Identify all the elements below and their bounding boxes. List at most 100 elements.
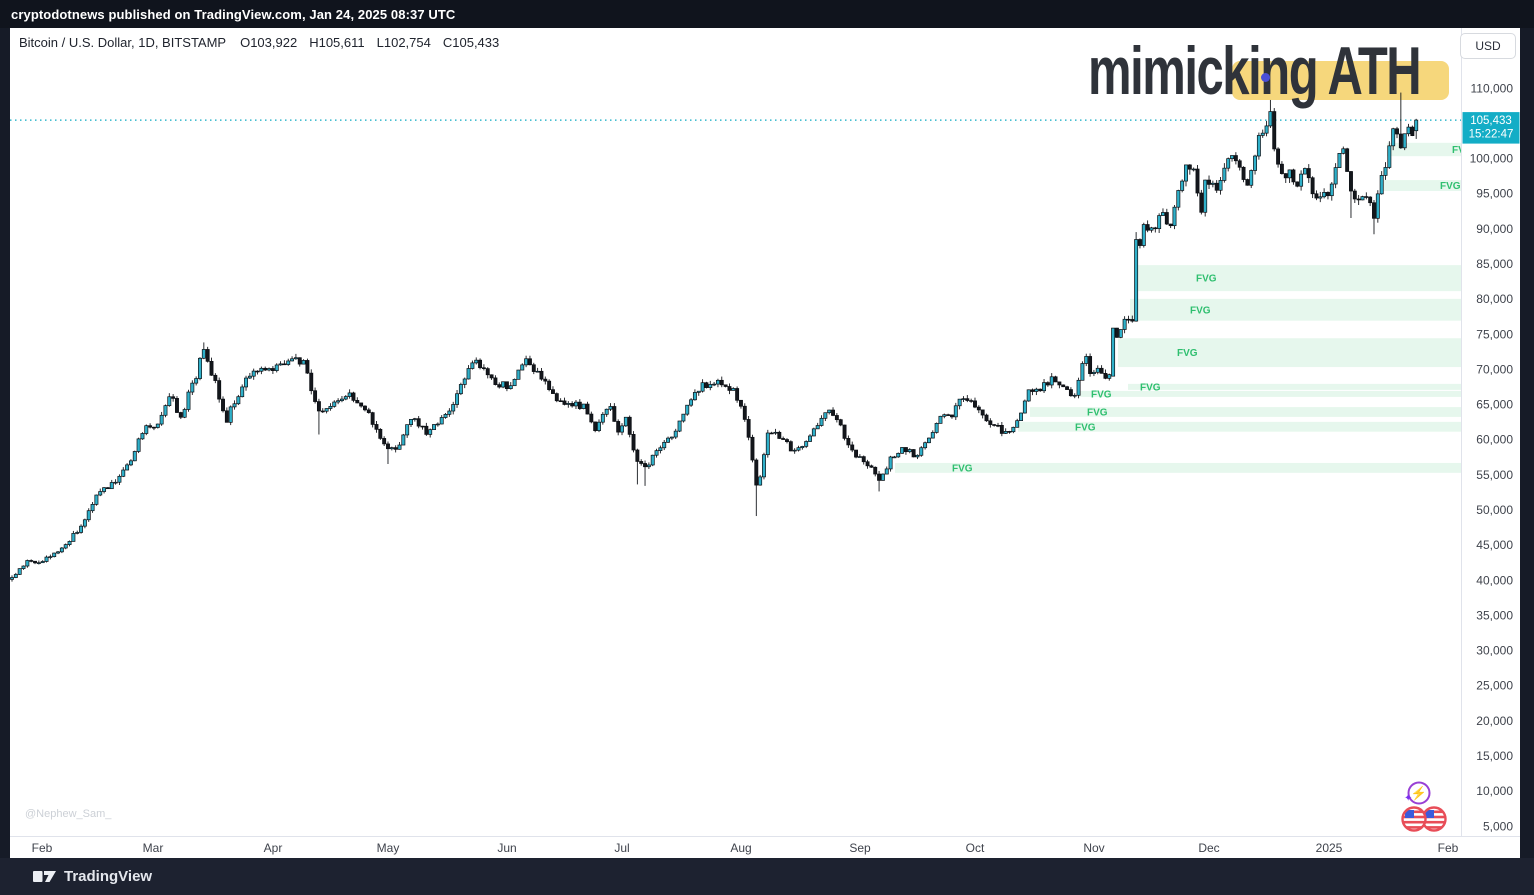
candle: [56, 551, 60, 554]
candle: [1318, 196, 1323, 199]
candle: [282, 363, 287, 366]
candle: [316, 401, 321, 412]
candle: [796, 447, 801, 451]
candle: [474, 359, 479, 364]
candle: [1157, 215, 1162, 230]
price-tick-label: 50,000: [1476, 503, 1513, 517]
candle: [466, 368, 471, 380]
candle: [1007, 431, 1012, 433]
candle: [1345, 148, 1350, 172]
candle: [754, 459, 759, 486]
price-tick-label: 30,000: [1476, 644, 1513, 658]
candle: [689, 399, 694, 406]
candle: [888, 456, 893, 470]
time-tick-label: Jun: [497, 841, 516, 855]
candle: [1126, 318, 1131, 321]
candle: [692, 392, 697, 401]
candle: [842, 424, 847, 439]
candle: [263, 367, 268, 371]
candle: [221, 398, 225, 412]
time-tick-label: Feb: [1438, 841, 1459, 855]
candle: [1011, 426, 1016, 433]
candle: [52, 552, 57, 558]
candle: [669, 436, 674, 439]
fvg-zone: [1128, 383, 1461, 390]
candle: [1065, 386, 1070, 390]
candle: [1030, 389, 1035, 392]
candle: [501, 381, 506, 388]
candle: [785, 439, 789, 442]
price-tick-label: 90,000: [1476, 222, 1513, 236]
candle: [1168, 223, 1173, 227]
lightning-emoji-icon: ⚡ ✦: [1404, 781, 1431, 805]
candle: [171, 396, 176, 399]
candle: [792, 449, 797, 452]
candle: [286, 360, 291, 365]
candle: [1134, 239, 1139, 322]
candle: [393, 447, 398, 450]
tradingview-logo[interactable]: TradingView: [33, 868, 152, 886]
candle: [973, 400, 977, 408]
candle: [247, 375, 252, 379]
time-tick-label: Aug: [730, 841, 751, 855]
price-axis[interactable]: 110,000 100,000 95,000 90,000 85,000 80,000 75…: [1470, 81, 1514, 833]
candle: [347, 392, 352, 397]
candle: [355, 400, 360, 404]
candle: [723, 384, 728, 387]
candle: [1326, 192, 1330, 197]
price-tick-label: 55,000: [1476, 468, 1513, 482]
candle: [251, 370, 256, 377]
candle: [834, 415, 839, 421]
candle: [1279, 163, 1284, 174]
candle: [585, 403, 590, 415]
candle: [1287, 169, 1292, 179]
candle: [228, 406, 233, 423]
candle: [623, 416, 628, 427]
idea-title: mimicking ATH: [1088, 33, 1422, 109]
candle: [343, 396, 348, 400]
candle: [1049, 376, 1054, 386]
candle: [620, 425, 624, 433]
candle: [504, 381, 509, 389]
candle: [531, 364, 536, 372]
candle: [198, 357, 202, 379]
candle: [907, 449, 912, 453]
currency-toggle-button[interactable]: USD: [1460, 33, 1516, 59]
price-chart[interactable]: FVG FVG FVG FVG FVG FVG FVG FVG FVG FVG 110,000 10…: [10, 28, 1520, 858]
candle: [750, 436, 755, 461]
candle: [1352, 190, 1357, 200]
candle: [612, 406, 617, 422]
candle: [708, 384, 713, 388]
candle: [1161, 212, 1165, 216]
fvg-zone: [1018, 421, 1461, 432]
candle: [274, 364, 279, 371]
candle: [332, 401, 337, 407]
time-tick-label: 2025: [1316, 841, 1343, 855]
candle: [1356, 198, 1361, 201]
candle: [884, 468, 889, 475]
candle: [1226, 158, 1231, 169]
candle: [213, 374, 218, 381]
time-axis[interactable]: Feb Mar Apr May Jun Jul Aug Sep Oct Nov Dec 2025 Feb: [32, 841, 1459, 855]
fvg-label: FVG: [1177, 348, 1198, 359]
candle: [194, 378, 199, 384]
candle: [1364, 196, 1369, 198]
candle: [320, 410, 325, 413]
fvg-label: FVG: [1440, 181, 1461, 192]
candle: [1191, 168, 1196, 171]
candles-layer[interactable]: [10, 92, 1419, 582]
candle: [850, 444, 855, 451]
candle: [71, 533, 76, 542]
candle: [758, 476, 763, 486]
candle: [1164, 212, 1169, 225]
candle: [673, 430, 678, 438]
svg-text:✦: ✦: [1404, 793, 1412, 804]
candle: [182, 409, 187, 418]
tradingview-logo-icon: [33, 870, 56, 882]
candle: [293, 357, 298, 360]
candle: [1118, 329, 1123, 338]
candle: [366, 409, 371, 413]
us-flag-coins-icon: [1401, 806, 1447, 832]
candle: [485, 368, 490, 376]
candle: [819, 417, 824, 426]
